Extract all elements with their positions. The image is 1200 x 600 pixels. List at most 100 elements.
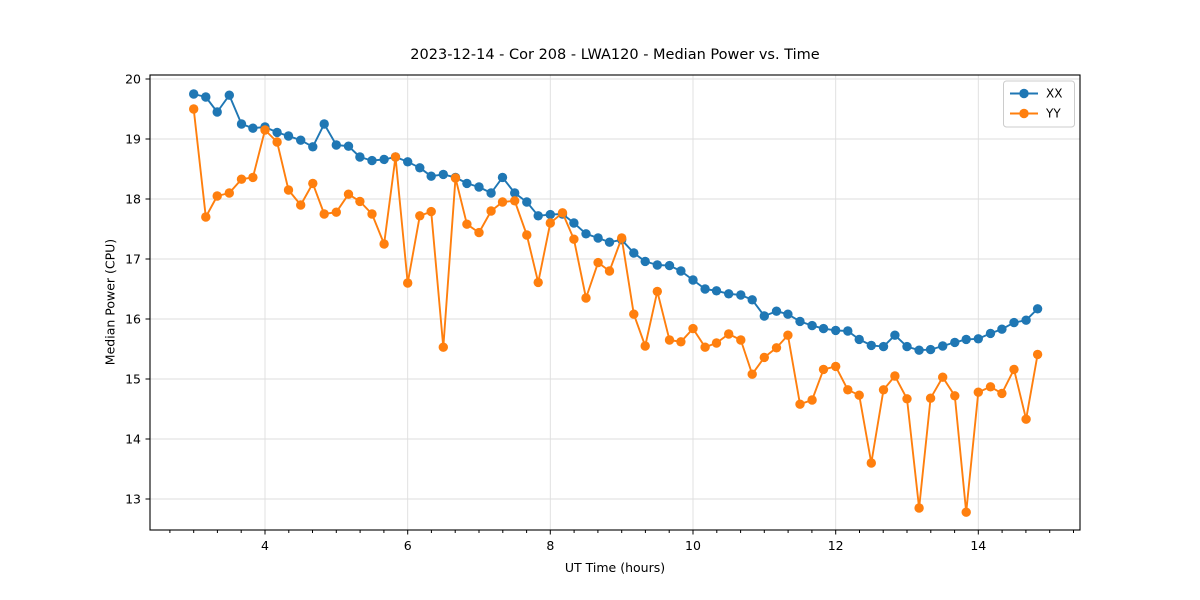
series-xx-marker	[379, 154, 389, 165]
series-xx-marker	[415, 163, 425, 173]
series-xx-marker	[866, 340, 876, 351]
series-xx-marker	[629, 248, 639, 258]
series-yy-marker	[497, 197, 508, 207]
series-yy-marker	[604, 266, 615, 276]
series-xx-marker	[236, 119, 247, 129]
series-yy-marker	[189, 104, 199, 114]
series-yy-marker	[260, 125, 270, 135]
series-yy-marker	[248, 172, 258, 183]
series-yy-marker	[426, 206, 436, 217]
series-yy-marker	[925, 393, 936, 403]
series-yy-marker	[272, 137, 282, 147]
series-xx-marker	[248, 123, 258, 133]
series-xx-marker	[878, 341, 889, 352]
series-xx-marker	[272, 127, 282, 138]
series-xx-marker	[331, 140, 341, 150]
series-xx-marker	[296, 135, 306, 145]
series-xx-marker	[403, 157, 413, 167]
series-xx-marker	[581, 229, 591, 239]
y-tick-label: 19	[125, 131, 141, 146]
series-yy-marker	[581, 293, 591, 303]
series-xx-marker	[747, 295, 757, 305]
series-xx-marker	[474, 182, 484, 192]
series-xx-marker	[950, 337, 960, 348]
series-xx-marker	[545, 209, 555, 220]
chart-title: 2023-12-14 - Cor 208 - LWA120 - Median P…	[410, 47, 820, 63]
series-yy-marker	[1032, 349, 1043, 360]
y-axis-label: Median Power (CPU)	[102, 238, 118, 366]
series-yy-marker	[676, 337, 686, 347]
series-yy-marker	[807, 395, 817, 405]
series-xx-marker	[700, 284, 710, 294]
series-xx-marker	[604, 237, 615, 247]
series-xx-marker	[510, 188, 520, 198]
series-xx-marker	[854, 334, 864, 345]
y-tick-label: 16	[125, 311, 141, 326]
series-yy-marker	[640, 341, 650, 351]
legend-marker-xx	[1019, 88, 1029, 99]
series-yy-marker	[652, 286, 662, 297]
series-xx-marker	[355, 152, 365, 162]
series-xx-marker	[736, 290, 746, 300]
y-tick-label: 15	[125, 371, 141, 386]
series-xx-marker	[486, 188, 496, 198]
series-yy-marker	[403, 278, 413, 288]
x-tick-label: 4	[261, 538, 269, 553]
series-yy-marker	[938, 372, 948, 382]
series-xx-marker	[961, 334, 971, 345]
series-xx-marker	[640, 256, 650, 267]
legend-label-xx: XX	[1046, 87, 1062, 101]
series-yy-marker	[379, 239, 389, 249]
axis-ticks	[145, 78, 1074, 535]
series-yy-marker	[438, 342, 448, 352]
series-yy-marker	[711, 338, 722, 348]
series-yy-marker	[415, 211, 425, 221]
series-xx-marker	[973, 334, 983, 344]
x-tick-label: 12	[828, 538, 844, 553]
series-xx-marker	[1021, 315, 1031, 325]
series-xx-marker	[224, 90, 234, 100]
series-yy-marker	[818, 364, 829, 375]
series-yy-marker	[771, 343, 782, 353]
series-yy-marker	[533, 277, 543, 288]
series-xx-marker	[367, 155, 377, 166]
y-tick-label: 13	[125, 491, 141, 506]
series-xx-marker	[795, 316, 805, 327]
series-yy-marker	[319, 209, 329, 219]
series-yy-marker	[783, 330, 793, 340]
series-yy-marker	[450, 173, 461, 183]
x-tick-label: 8	[546, 538, 554, 553]
series-yy-marker	[486, 206, 496, 216]
series-yy-marker	[664, 335, 675, 345]
series-xx	[189, 89, 1043, 355]
y-tick-label: 18	[125, 191, 141, 206]
series-xx-marker	[201, 92, 211, 102]
y-tick-label: 14	[125, 431, 141, 446]
y-tick-label: 17	[125, 251, 141, 266]
series-yy-marker	[914, 503, 924, 513]
series-yy-marker	[296, 200, 306, 210]
series-yy-marker	[961, 507, 971, 517]
y-tick-label: 20	[125, 71, 141, 86]
series-yy-marker	[201, 212, 211, 222]
legend-label-yy: YY	[1045, 107, 1061, 121]
plot-border	[149, 74, 1081, 531]
series-xx-marker	[783, 309, 793, 319]
series-xx-marker	[711, 286, 722, 296]
series-xx-marker	[985, 328, 996, 339]
series-yy-marker	[700, 342, 710, 352]
series-yy-marker	[390, 152, 401, 162]
series-yy-marker	[997, 388, 1007, 399]
series-yy-marker	[831, 361, 841, 372]
series-yy-marker	[843, 385, 853, 395]
x-tick-label: 10	[685, 538, 701, 553]
series-xx-line	[193, 93, 1039, 352]
series-yy-marker	[236, 174, 247, 184]
series-yy-marker	[736, 335, 746, 345]
series-xx-marker	[1009, 317, 1019, 328]
series-xx-marker	[438, 169, 448, 180]
x-axis-label: UT Time (hours)	[564, 560, 666, 575]
series-yy	[189, 104, 1043, 517]
